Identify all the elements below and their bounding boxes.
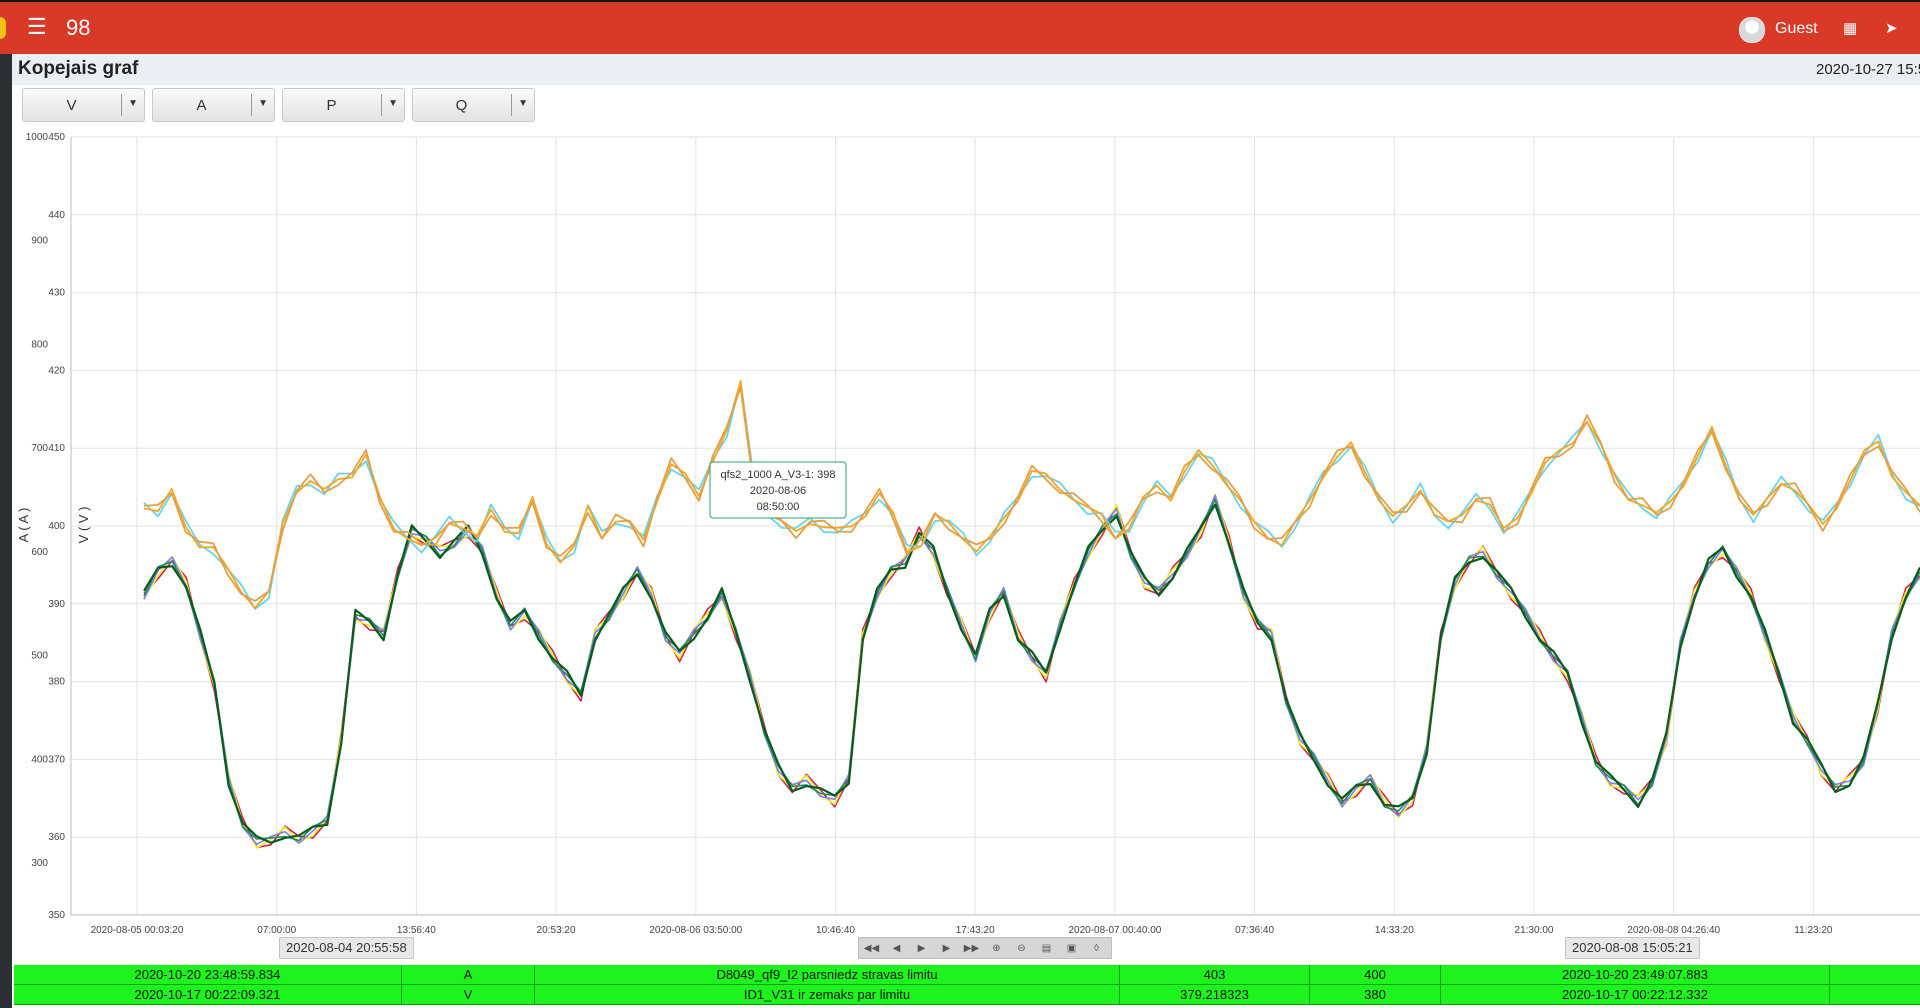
x-tick: 11:23:20 xyxy=(1794,925,1833,933)
current-series-line xyxy=(143,499,1920,842)
app-number: 98 xyxy=(66,15,91,40)
x-tick: 2020-08-08 04:26:40 xyxy=(1627,925,1720,933)
alarm-type: A xyxy=(402,965,535,984)
y-left-tick: 300 xyxy=(31,858,48,869)
alarm-limit: 400 xyxy=(1310,965,1441,984)
page-title: Kopejais graf xyxy=(18,58,139,79)
selector-v[interactable]: V ▼ xyxy=(22,88,145,122)
y-left-tick: 900 xyxy=(31,236,48,247)
y-right-tick: 400 xyxy=(48,521,65,532)
y-left-tick: 400 xyxy=(31,754,48,765)
selector-label: P xyxy=(326,97,337,114)
save-icon[interactable]: ▣ xyxy=(1066,943,1077,954)
y-right-tick: 430 xyxy=(48,288,65,299)
y-right-tick: 390 xyxy=(48,599,65,610)
alarm-message: D8049_qf9_I2 parsniedz stravas limitu xyxy=(535,965,1120,984)
left-sidebar-strip xyxy=(0,54,12,1008)
x-tick: 20:53:20 xyxy=(537,925,576,933)
y-left-label: A ( A ) xyxy=(16,508,31,543)
play-icon[interactable]: ▶ xyxy=(917,943,926,954)
y-left-tick: 700 xyxy=(31,443,48,454)
x-tick: 21:30:00 xyxy=(1515,925,1554,933)
x-tick: 10:46:40 xyxy=(816,925,855,933)
chart-tooltip xyxy=(709,461,847,519)
y-left-tick: 1000 xyxy=(26,132,49,143)
chevron-down-icon: ▼ xyxy=(388,98,398,109)
print-icon[interactable]: ▤ xyxy=(1041,943,1052,954)
x-tick: 07:00:00 xyxy=(257,925,296,933)
alarm-limit: 380 xyxy=(1310,985,1441,1004)
x-tick: 2020-08-06 03:50:00 xyxy=(649,925,742,933)
zoom-in-icon[interactable]: ⊕ xyxy=(992,943,1001,954)
x-tick: 13:56:40 xyxy=(397,925,436,933)
selector-p[interactable]: P ▼ xyxy=(282,88,405,122)
selector-label: A xyxy=(196,97,207,114)
y-left-tick: 500 xyxy=(31,651,48,662)
y-right-tick: 360 xyxy=(48,832,65,843)
rewind-icon[interactable]: ◀◀ xyxy=(863,943,880,954)
x-tick: 17:43:20 xyxy=(956,925,995,933)
qr-code-icon[interactable]: ▦ xyxy=(1843,20,1858,37)
current-datetime: 2020-10-27 15:5 xyxy=(1816,61,1920,78)
y-right-tick: 420 xyxy=(48,365,65,376)
table-row[interactable]: 2020-10-20 23:48:59.834 A D8049_qf9_I2 p… xyxy=(14,965,1920,985)
step-back-icon[interactable]: ◀ xyxy=(892,943,901,954)
y-left-tick: 800 xyxy=(31,339,48,350)
current-series-line xyxy=(143,497,1920,849)
alarm-message: ID1_V31 ir zemaks par limitu xyxy=(535,985,1120,1004)
avatar[interactable] xyxy=(1739,17,1765,43)
y-left-tick: 600 xyxy=(31,547,48,558)
chart-navigation-toolbar: ◀◀ ◀ ▶ ▶ ▶▶ ⊕ ⊖ ▤ ▣ ◊ xyxy=(858,937,1112,959)
x-tick: 14:33:20 xyxy=(1375,925,1414,933)
chevron-down-icon: ▼ xyxy=(128,98,138,109)
user-name[interactable]: Guest xyxy=(1775,20,1818,37)
y-right-label: V ( V ) xyxy=(76,507,91,544)
y-right-tick: 450 xyxy=(48,132,65,143)
y-right-tick: 410 xyxy=(48,443,65,454)
chevron-down-icon: ▼ xyxy=(258,98,268,109)
x-tick: 07:36:40 xyxy=(1235,925,1274,933)
zoom-out-icon[interactable]: ⊖ xyxy=(1017,943,1026,954)
range-end-label: 2020-08-08 15:05:21 xyxy=(1565,937,1700,959)
step-forward-icon[interactable]: ▶ xyxy=(942,943,951,954)
y-right-tick: 440 xyxy=(48,210,65,221)
x-tick: 2020-08-05 00:03:20 xyxy=(91,925,184,933)
alarm-time: 2020-10-17 00:22:09.321 xyxy=(14,985,402,1004)
line-chart[interactable]: 450 440 430 420 410 400 390 380 370 360 350 1000 900… xyxy=(12,125,1920,933)
alarm-value: 379.218323 xyxy=(1120,985,1310,1004)
y-right-tick: 350 xyxy=(48,910,65,921)
selector-q[interactable]: Q ▼ xyxy=(412,88,535,122)
current-series-line xyxy=(143,503,1920,844)
selector-label: Q xyxy=(455,97,468,114)
x-tick: 2020-08-07 00:40:00 xyxy=(1068,925,1161,933)
voltage-series-line xyxy=(143,380,1920,609)
y-right-tick: 370 xyxy=(48,754,65,765)
table-row[interactable]: 2020-10-17 00:22:09.321 V ID1_V31 ir zem… xyxy=(14,985,1920,1005)
alarm-time: 2020-10-20 23:48:59.834 xyxy=(14,965,402,984)
tooltip-series: qfs2_1000 A_V3-1: 398 xyxy=(721,469,836,481)
current-series-line xyxy=(143,494,1920,845)
current-series-line xyxy=(143,493,1920,849)
alarm-table: 2020-10-20 23:48:59.834 A D8049_qf9_I2 p… xyxy=(14,965,1920,1005)
fast-forward-icon[interactable]: ▶▶ xyxy=(963,943,980,954)
alarm-type: V xyxy=(402,985,535,1004)
top-bar: ☰ 98 Guest ▦ ➤ xyxy=(0,0,1920,54)
share-icon[interactable]: ➤ xyxy=(1885,20,1898,37)
alarm-time-end: 2020-10-20 23:49:07.883 xyxy=(1441,965,1830,984)
menu-icon[interactable]: ☰ xyxy=(27,14,47,39)
selector-a[interactable]: A ▼ xyxy=(152,88,275,122)
title-bar: Kopejais graf 2020-10-27 15:5 xyxy=(12,54,1920,85)
tooltip-time: 08:50:00 xyxy=(757,501,800,513)
voltage-series-line xyxy=(143,386,1920,602)
selector-label: V xyxy=(66,97,77,114)
alarm-value: 403 xyxy=(1120,965,1310,984)
tooltip-date: 2020-08-06 xyxy=(750,485,806,497)
alarm-time-end: 2020-10-17 00:22:12.332 xyxy=(1441,985,1830,1004)
chevron-down-icon: ▼ xyxy=(518,98,528,109)
voltage-series-line xyxy=(143,380,1920,610)
tag-icon[interactable]: ◊ xyxy=(1094,943,1099,954)
y-right-tick: 380 xyxy=(48,677,65,688)
range-start-label: 2020-08-04 20:55:58 xyxy=(279,937,414,959)
app-logo xyxy=(0,17,6,39)
